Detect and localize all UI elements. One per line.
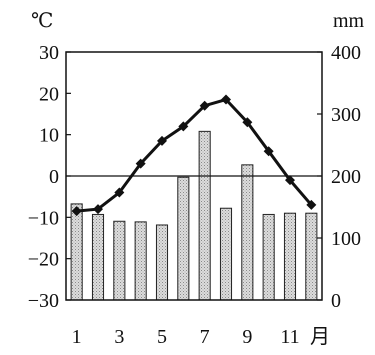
right-axis-tick-label: 0	[331, 290, 341, 312]
left-axis-tick-label: −10	[28, 207, 59, 229]
precipitation-bar	[283, 212, 297, 301]
temperature-point	[263, 146, 274, 157]
temperature-point	[93, 204, 103, 215]
x-axis-tick-label: 1	[72, 326, 82, 348]
temperature-point	[199, 100, 210, 111]
precipitation-bar	[305, 212, 318, 301]
precipitation-bar	[241, 164, 254, 301]
precipitation-bar	[113, 220, 126, 301]
x-axis-tick-label: 11	[280, 326, 299, 348]
temperature-point	[221, 94, 231, 105]
precipitation-bar	[198, 130, 211, 301]
left-axis-tick-label: 0	[49, 166, 59, 188]
temperature-point	[242, 117, 253, 128]
temperature-line	[71, 94, 317, 217]
precipitation-bar	[262, 213, 275, 301]
left-axis-tick-label: 10	[39, 125, 59, 147]
x-axis-tick-label: 9	[242, 326, 252, 348]
precipitation-bar	[219, 207, 233, 301]
precipitation-bar	[70, 203, 83, 301]
temperature-point	[157, 135, 167, 146]
temperature-point	[306, 199, 317, 210]
right-axis-tick-label: 300	[331, 104, 361, 126]
temperature-point	[285, 175, 295, 186]
left-axis-tick-label: −20	[28, 249, 59, 271]
precipitation-bar	[177, 176, 190, 301]
right-axis-tick-label: 200	[331, 166, 361, 188]
precipitation-bars	[70, 130, 318, 301]
temperature-point	[71, 206, 82, 217]
x-axis-unit-label: 月	[310, 326, 330, 348]
temperature-polyline	[76, 97, 313, 213]
right-axis-tick-label: 400	[331, 42, 361, 64]
x-axis-tick-label: 7	[200, 326, 210, 348]
left-axis-tick-label: 30	[39, 42, 59, 64]
left-axis-tick-label: 20	[39, 83, 59, 105]
precipitation-bar	[155, 224, 169, 301]
x-axis-tick-label: 3	[114, 326, 124, 348]
right-axis-unit-label: mm	[333, 10, 365, 32]
left-axis-tick-label: −30	[28, 290, 59, 312]
precipitation-bar	[134, 221, 147, 301]
left-axis-unit-label: ℃	[31, 10, 53, 32]
temperature-point	[178, 121, 189, 132]
precipitation-bar	[91, 213, 105, 301]
temperature-point	[135, 158, 146, 169]
x-axis-tick-label: 5	[157, 326, 167, 348]
temperature-point	[114, 187, 125, 198]
right-axis-tick-label: 100	[331, 228, 361, 250]
